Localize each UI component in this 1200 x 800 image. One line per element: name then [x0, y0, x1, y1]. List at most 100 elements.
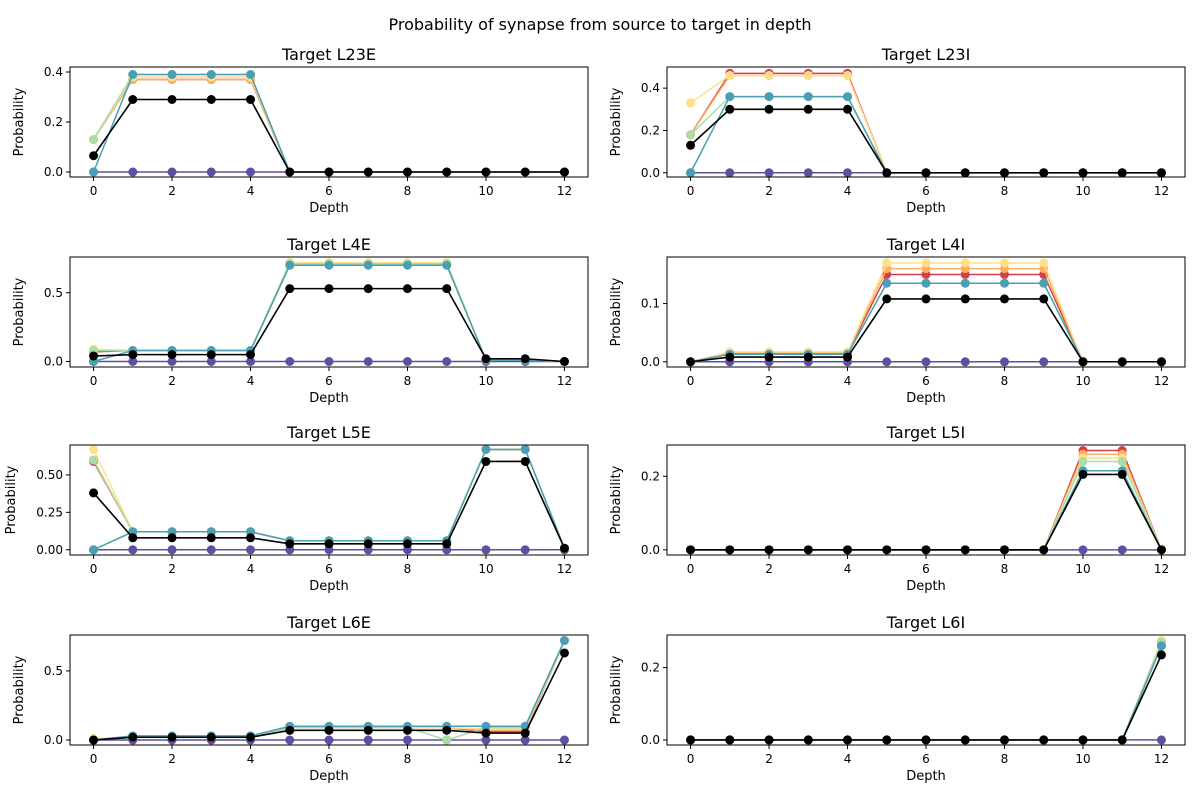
x-tick-label: 4: [247, 374, 255, 388]
data-point: [1039, 258, 1049, 268]
data-point: [559, 543, 569, 553]
x-tick-label: 8: [1001, 374, 1009, 388]
series: [89, 75, 569, 177]
series-line: [93, 263, 565, 363]
data-point: [206, 95, 216, 104]
data-point: [559, 167, 569, 177]
x-tick-label: 10: [1075, 562, 1090, 576]
data-point: [1117, 545, 1127, 555]
x-axis-label: Depth: [906, 201, 946, 216]
data-point: [921, 168, 931, 178]
data-point: [89, 455, 99, 465]
data-point: [686, 357, 696, 367]
data-point: [803, 168, 813, 178]
data-point: [285, 725, 295, 735]
data-point: [843, 168, 853, 178]
axes-frame: [666, 66, 1186, 178]
data-point: [921, 258, 931, 268]
data-point: [1117, 469, 1127, 479]
data-point: [324, 357, 334, 366]
y-tick-label: 0.0: [44, 733, 63, 747]
y-tick-label: 0.25: [36, 505, 63, 519]
x-tick-label: 0: [687, 374, 695, 388]
data-point: [324, 539, 334, 549]
y-axis-label: Probability: [609, 655, 624, 724]
y-tick-label: 0.2: [641, 123, 660, 137]
figure-title: Probability of synapse from source to ta…: [388, 15, 811, 34]
series: [89, 75, 569, 177]
data-point: [167, 167, 177, 177]
x-tick-label: 2: [765, 374, 773, 388]
data-point: [843, 352, 853, 362]
series-line: [689, 72, 1162, 174]
x-tick-label: 0: [90, 752, 98, 766]
series: [89, 70, 569, 177]
data-point: [960, 258, 970, 268]
data-point: [764, 92, 774, 102]
data-point: [402, 725, 412, 735]
data-point: [246, 533, 256, 543]
y-tick-label: 0.0: [641, 166, 660, 180]
data-point: [402, 260, 412, 270]
data-point: [725, 70, 735, 80]
x-tick-label: 10: [478, 562, 493, 576]
data-point: [764, 168, 774, 178]
series-line: [690, 640, 1163, 741]
y-axis-label: Probability: [12, 655, 27, 724]
series: [686, 70, 1166, 178]
data-point: [246, 732, 256, 742]
x-tick-label: 8: [1001, 184, 1009, 198]
data-point: [882, 278, 892, 288]
x-tick-label: 12: [557, 562, 572, 576]
data-point: [1117, 357, 1127, 367]
data-point: [481, 728, 491, 738]
series: [686, 70, 1166, 178]
subplot-title: Target L5I: [886, 423, 965, 442]
data-point: [167, 545, 177, 555]
data-point: [960, 357, 970, 367]
data-point: [843, 70, 853, 80]
series: [89, 95, 569, 177]
data-point: [481, 456, 491, 466]
data-point: [481, 167, 491, 177]
series-line: [690, 654, 1163, 741]
series-line: [690, 457, 1163, 551]
data-point: [1117, 168, 1127, 178]
subplot-title: Target L6E: [286, 613, 371, 632]
data-point: [324, 167, 334, 177]
subplot: Target L5I 0 2 4 6 8 10 12 0.0 0.2 Depth Probabilit…: [609, 423, 1186, 594]
data-point: [442, 167, 452, 177]
data-point: [1078, 357, 1088, 367]
data-point: [999, 545, 1009, 555]
series: [686, 453, 1166, 555]
subplot: Target L4I 0 2 4 6 8 10 12 0.0 0.1 Depth Probabilit…: [609, 235, 1186, 406]
data-point: [206, 533, 216, 543]
data-point: [803, 545, 813, 555]
y-tick-label: 0.1: [641, 297, 660, 311]
x-tick-label: 12: [557, 184, 572, 198]
data-point: [725, 545, 735, 555]
data-point: [128, 167, 138, 177]
x-tick-label: 8: [1001, 752, 1009, 766]
data-point: [402, 735, 412, 745]
series-line: [92, 448, 566, 549]
subplot: Target L6I 0 2 4 6 8 10 12 0.0 0.2 Depth Probabilit…: [609, 613, 1186, 784]
data-point: [764, 735, 774, 745]
series-line: [93, 263, 565, 363]
x-tick-label: 8: [404, 374, 412, 388]
series-line: [690, 470, 1163, 551]
y-tick-label: 0.5: [44, 664, 63, 678]
data-point: [128, 545, 138, 555]
data-point: [999, 168, 1009, 178]
series-line: [690, 645, 1163, 741]
data-point: [686, 140, 696, 150]
series: [686, 469, 1166, 555]
x-tick-label: 10: [478, 374, 493, 388]
data-point: [89, 167, 99, 177]
data-point: [725, 735, 735, 745]
series: [686, 104, 1166, 178]
series-line: [690, 473, 1163, 551]
data-point: [843, 92, 853, 102]
x-tick-label: 0: [687, 562, 695, 576]
